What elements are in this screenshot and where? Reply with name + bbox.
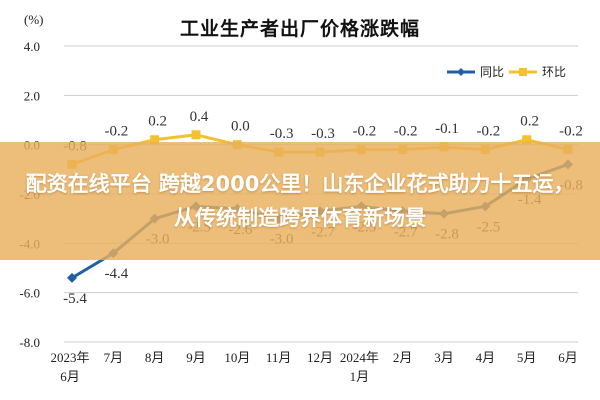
data-label: -0.2 <box>476 124 500 140</box>
headline-overlay-banner[interactable]: 配资在线平台 跨越2000公里！山东企业花式助力十五运，从传统制造跨界体育新场景 <box>0 142 600 260</box>
mom-marker <box>150 135 160 145</box>
data-label: -0.3 <box>270 126 294 142</box>
legend-marker-mom <box>519 68 527 76</box>
x-tick-label: 10月 <box>224 350 250 365</box>
data-label: -0.2 <box>394 124 418 140</box>
x-tick-label: 2月 <box>393 350 413 365</box>
data-label: -5.4 <box>63 291 87 307</box>
x-tick-label: 4月 <box>476 350 496 365</box>
x-tick-label: 11月 <box>266 350 292 365</box>
data-label: -0.2 <box>352 124 376 140</box>
legend-marker-yoy <box>457 68 465 76</box>
y-tick-label: 2.0 <box>24 88 40 103</box>
data-label: -0.2 <box>104 124 128 140</box>
x-tick-label: 5月 <box>517 350 537 365</box>
mom-marker <box>191 130 201 140</box>
yoy-marker <box>67 272 77 283</box>
x-tick-label: 9月 <box>186 350 206 365</box>
y-tick-label: -6.0 <box>19 286 40 301</box>
data-label: 0.4 <box>190 109 209 125</box>
x-tick-label: 1月 <box>350 369 370 384</box>
data-label: 0.2 <box>520 114 539 130</box>
data-label: -4.4 <box>104 266 128 282</box>
y-axis-unit: (%) <box>24 12 44 27</box>
x-tick-label: 12月 <box>307 350 333 365</box>
data-label: 0.2 <box>148 114 167 130</box>
x-tick-label: 8月 <box>145 350 165 365</box>
x-tick-label: 6月 <box>558 350 578 365</box>
chart-title: 工业生产者出厂价格涨跌幅 <box>179 19 420 40</box>
legend-label-yoy: 同比 <box>480 65 504 79</box>
y-tick-label: -8.0 <box>19 335 40 350</box>
data-label: 0.0 <box>231 119 250 135</box>
data-label: -0.2 <box>559 124 583 140</box>
x-tick-label: 7月 <box>104 350 124 365</box>
x-tick-label: 6月 <box>60 369 80 384</box>
x-tick-label: 2023年 <box>50 350 89 365</box>
headline-overlay-text[interactable]: 配资在线平台 跨越2000公里！山东企业花式助力十五运，从传统制造跨界体育新场景 <box>25 172 575 230</box>
y-tick-label: 4.0 <box>24 39 40 54</box>
data-label: -0.1 <box>435 121 459 137</box>
data-label: -0.3 <box>311 126 335 142</box>
x-tick-label: 2024年 <box>340 350 379 365</box>
x-tick-label: 3月 <box>434 350 454 365</box>
legend-label-mom: 环比 <box>542 65 566 79</box>
mom-marker <box>522 135 532 145</box>
